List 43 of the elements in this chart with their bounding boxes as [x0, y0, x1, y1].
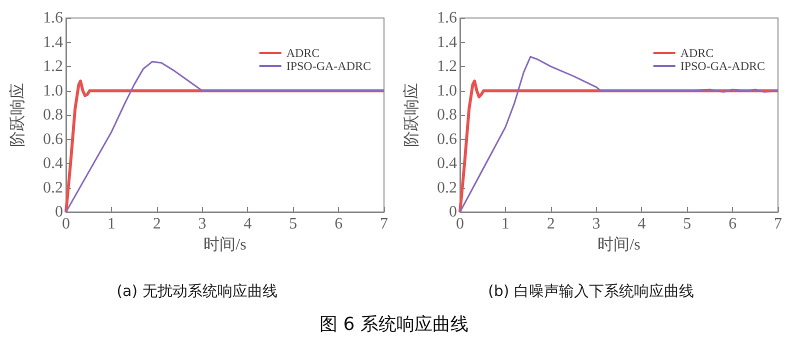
x-tick-label: 4	[638, 216, 646, 232]
y-tick-label: 1.4	[437, 34, 457, 51]
legend-label: ADRC	[286, 46, 320, 60]
y-axis-title: 阶跃响应	[402, 83, 420, 147]
y-tick-label: 1.6	[43, 10, 63, 26]
y-tick-label: 1.2	[43, 58, 63, 75]
x-tick-label: 5	[289, 216, 298, 232]
text: (a) 无扰动系统响应曲线	[116, 282, 278, 301]
x-tick-label: 2	[152, 216, 161, 232]
text: (b) 白噪声输入下系统响应曲线	[487, 282, 695, 301]
x-tick-label: 2	[546, 216, 555, 232]
y-tick-label: 1.0	[43, 82, 63, 100]
caption: 图 6 系统响应曲线	[318, 313, 470, 336]
x-tick-label: 3	[592, 216, 600, 232]
x-tick-label: 1	[501, 216, 510, 232]
x-tick-label: 6	[728, 216, 737, 232]
y-tick-label: 0.4	[437, 155, 457, 172]
y-tick-label: 0	[449, 204, 457, 220]
x-tick-label: 5	[683, 216, 692, 232]
y-tick-label: 0.8	[437, 106, 457, 124]
y-tick-label: 1.6	[437, 10, 457, 26]
x-tick-label: 7	[380, 216, 388, 232]
legend-label: IPSO-GA-ADRC	[286, 59, 372, 73]
y-tick-label: 0.6	[43, 130, 63, 148]
y-tick-label: 0.4	[43, 155, 63, 172]
y-tick-label: 0.2	[43, 179, 63, 196]
y-tick-label: 0.6	[437, 130, 457, 148]
y-tick-label: 0.8	[43, 106, 63, 124]
x-tick-label: 6	[334, 216, 343, 232]
y-tick-label: 1.2	[437, 58, 457, 75]
x-tick-label: 7	[774, 216, 782, 232]
y-tick-label: 0.2	[437, 179, 457, 196]
legend-label: IPSO-GA-ADRC	[680, 59, 766, 73]
y-tick-label: 1.0	[437, 82, 457, 100]
legend-label: ADRC	[680, 46, 714, 60]
x-tick-label: 1	[107, 216, 116, 232]
x-tick-label: 3	[198, 216, 206, 232]
y-tick-label: 0	[55, 204, 63, 220]
y-axis-title: 阶跃响应	[8, 83, 26, 147]
x-axis-title: 时间/s	[204, 235, 246, 254]
y-tick-label: 1.4	[43, 34, 63, 51]
x-tick-label: 4	[244, 216, 252, 232]
x-axis-title: 时间/s	[598, 235, 640, 254]
